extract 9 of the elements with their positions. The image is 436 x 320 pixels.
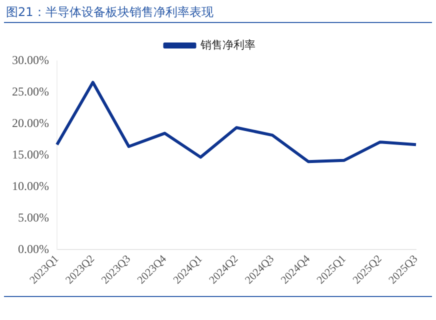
y-tick-label: 20.00% [12, 116, 49, 130]
y-tick-label: 30.00% [12, 53, 49, 68]
legend-label: 销售净利率 [199, 38, 256, 52]
y-tick-label: 5.00% [18, 210, 49, 224]
y-tick-label: 0.00% [18, 242, 49, 256]
chart-title: 图21：半导体设备板块销售净利率表现 [6, 4, 214, 21]
y-tick-label: 15.00% [12, 147, 49, 162]
y-tick-label: 10.00% [12, 178, 49, 193]
y-tick-label: 25.00% [12, 84, 49, 99]
